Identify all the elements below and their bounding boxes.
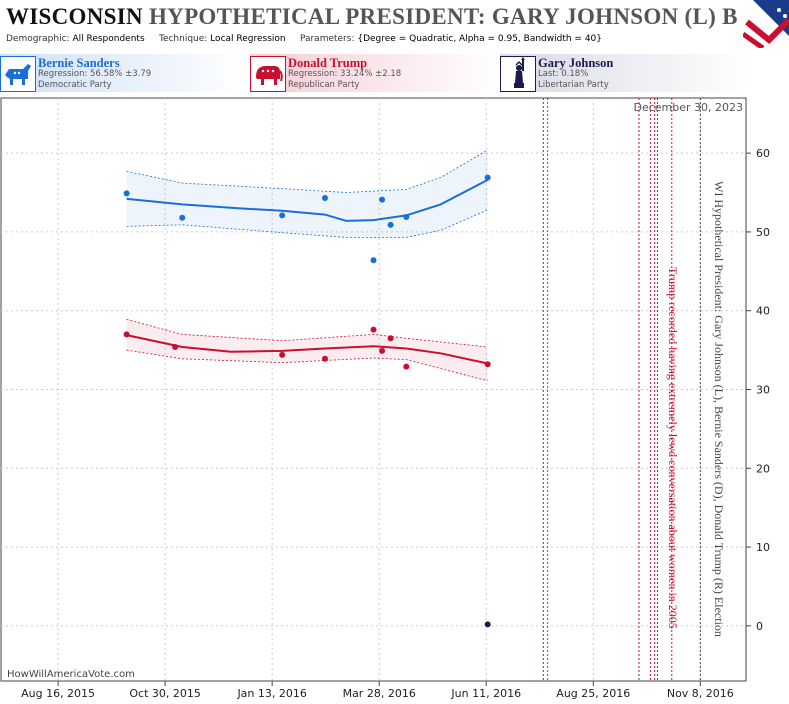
parameters-label: Parameters: bbox=[299, 34, 355, 44]
confidence-band bbox=[126, 150, 488, 238]
data-point bbox=[484, 621, 491, 628]
x-tick-label: Jan 13, 2016 bbox=[236, 687, 306, 700]
data-point bbox=[403, 213, 410, 220]
y-tick-label: 60 bbox=[756, 147, 770, 160]
statue-of-liberty-icon bbox=[500, 56, 536, 92]
data-point bbox=[484, 174, 491, 181]
data-point bbox=[279, 351, 286, 358]
data-point bbox=[123, 190, 130, 197]
side-label: WI Hypothetical President: Gary Johnson … bbox=[712, 181, 726, 637]
legend-regression: Regression: 33.24% ±2.18 bbox=[288, 69, 402, 79]
y-tick-label: 50 bbox=[756, 226, 770, 239]
regression-line bbox=[126, 334, 488, 365]
legend-last-value: Last: 0.18% bbox=[538, 69, 589, 79]
data-point bbox=[379, 347, 386, 354]
parameters-line: Demographic: All Respondents Technique: … bbox=[6, 34, 602, 44]
demographic-label: Demographic: bbox=[6, 34, 70, 44]
band-upper-line bbox=[126, 319, 488, 348]
x-tick-label: Aug 25, 2016 bbox=[556, 687, 630, 700]
site-logo bbox=[743, 0, 789, 48]
title-rest: HYPOTHETICAL PRESIDENT: GARY JOHNSON (L)… bbox=[148, 4, 738, 29]
data-point bbox=[123, 331, 130, 338]
watermark: HowWillAmericaVote.com bbox=[7, 669, 135, 680]
y-tick-label: 10 bbox=[756, 541, 770, 554]
legend-sanders[interactable]: Bernie Sanders Regression: 56.58% ±3.79 … bbox=[0, 54, 250, 92]
data-point bbox=[403, 363, 410, 370]
chart-title: WISCONSIN HYPOTHETICAL PRESIDENT: GARY J… bbox=[6, 4, 738, 30]
data-point bbox=[379, 196, 386, 203]
regression-lines bbox=[126, 179, 489, 365]
technique-value: Local Regression bbox=[210, 34, 286, 44]
data-point bbox=[370, 257, 377, 264]
x-tick-label: Aug 16, 2015 bbox=[21, 687, 95, 700]
x-tick-label: Jun 11, 2016 bbox=[450, 687, 521, 700]
technique-label: Technique: bbox=[158, 34, 208, 44]
candidate-legend: Bernie Sanders Regression: 56.58% ±3.79 … bbox=[0, 54, 789, 94]
y-tick-label: 20 bbox=[756, 462, 770, 475]
legend-regression: Regression: 56.58% ±3.79 bbox=[38, 69, 152, 79]
event-lines bbox=[542, 98, 701, 681]
legend-trump[interactable]: Donald Trump Regression: 33.24% ±2.18 Re… bbox=[250, 54, 500, 92]
legend-name: Gary Johnson bbox=[538, 56, 614, 70]
data-point bbox=[387, 335, 394, 342]
data-point bbox=[387, 221, 394, 228]
legend-name: Bernie Sanders bbox=[38, 56, 120, 70]
legend-party: Libertarian Party bbox=[538, 80, 609, 90]
x-axis: Aug 16, 2015 Oct 30, 2015 Jan 13, 2016 Mar … bbox=[21, 681, 734, 700]
date-stamp: December 30, 2023 bbox=[633, 101, 743, 114]
demographic-value: All Respondents bbox=[72, 34, 145, 44]
event-label: Trump recorded having extremely lewd con… bbox=[666, 267, 680, 629]
data-point bbox=[321, 355, 328, 362]
legend-party: Republican Party bbox=[288, 80, 360, 90]
poll-points bbox=[123, 174, 491, 628]
data-point bbox=[370, 326, 377, 333]
plot-area: 0 10 20 30 40 50 60 Aug 16, 2015 Oct 30, 2015 Ja… bbox=[0, 97, 770, 700]
gridlines bbox=[1, 98, 746, 681]
parameters-value: {Degree = Quadratic, Alpha = 0.95, Bandw… bbox=[357, 34, 603, 44]
y-tick-label: 30 bbox=[756, 384, 770, 397]
legend-name: Donald Trump bbox=[288, 56, 368, 70]
x-tick-label: Nov 8, 2016 bbox=[667, 687, 734, 700]
data-point bbox=[179, 214, 186, 221]
flag-logo-icon bbox=[743, 0, 789, 48]
donkey-icon bbox=[0, 56, 36, 92]
y-tick-label: 0 bbox=[756, 620, 763, 633]
data-point bbox=[321, 195, 328, 202]
elephant-icon bbox=[250, 56, 286, 92]
data-point bbox=[484, 361, 491, 368]
x-tick-label: Oct 30, 2015 bbox=[129, 687, 201, 700]
y-tick-label: 40 bbox=[756, 305, 770, 318]
band-lower-line bbox=[126, 209, 488, 238]
legend-party: Democratic Party bbox=[38, 80, 112, 90]
x-tick-label: Mar 28, 2016 bbox=[343, 687, 416, 700]
band-upper-line bbox=[126, 149, 488, 193]
regression-line bbox=[126, 179, 489, 222]
y-axis: 0 10 20 30 40 50 60 bbox=[746, 147, 770, 633]
legend-johnson[interactable]: Gary Johnson Last: 0.18% Libertarian Par… bbox=[500, 54, 750, 92]
data-point bbox=[279, 212, 286, 219]
data-point bbox=[172, 343, 179, 350]
state-name: WISCONSIN bbox=[6, 4, 143, 29]
